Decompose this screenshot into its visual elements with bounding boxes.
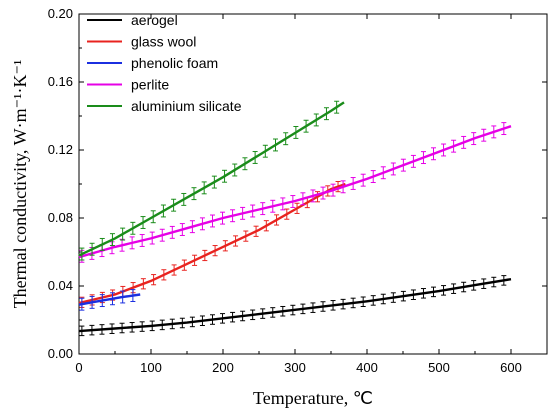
series-glass-wool	[78, 181, 346, 308]
x-tick-label: 400	[356, 360, 378, 375]
y-tick-label: 0.08	[48, 210, 73, 225]
series-layer	[78, 100, 512, 337]
series-perlite	[78, 122, 512, 263]
legend-label: perlite	[131, 77, 169, 93]
y-tick-label: 0.12	[48, 142, 73, 157]
x-tick-label: 500	[428, 360, 450, 375]
legend-label: phenolic foam	[131, 55, 218, 71]
legend-label: glass wool	[131, 34, 196, 50]
series-line	[78, 101, 345, 257]
series-line	[78, 278, 512, 333]
y-tick-label: 0.04	[48, 278, 73, 293]
x-axis: 0 100 200 300 400 500 600	[75, 14, 522, 375]
legend-label: aerogel	[131, 12, 178, 28]
x-tick-label: 0	[75, 360, 82, 375]
x-tick-label: 100	[140, 360, 162, 375]
x-tick-label: 200	[212, 360, 234, 375]
y-tick-label: 0.20	[48, 6, 73, 21]
legend: aerogel glass wool phenolic foam perlite alu…	[87, 12, 242, 114]
series-line	[78, 125, 512, 259]
series-line	[78, 293, 141, 306]
x-tick-label: 300	[284, 360, 306, 375]
y-axis-title: Thermal conductivity, W·m⁻¹·K⁻¹	[10, 60, 30, 309]
y-tick-label: 0.16	[48, 74, 73, 89]
legend-label: aluminium silicate	[131, 98, 242, 114]
x-tick-label: 600	[500, 360, 522, 375]
y-axis: 0.00 0.04 0.08 0.12 0.16 0.20	[48, 6, 547, 361]
series-line	[78, 182, 346, 305]
series-aluminium-silicate	[78, 100, 345, 261]
series-phenolic-foam	[78, 289, 141, 311]
series-aerogel	[78, 275, 512, 337]
x-axis-title: Temperature, ℃	[253, 388, 373, 408]
y-tick-label: 0.00	[48, 346, 73, 361]
